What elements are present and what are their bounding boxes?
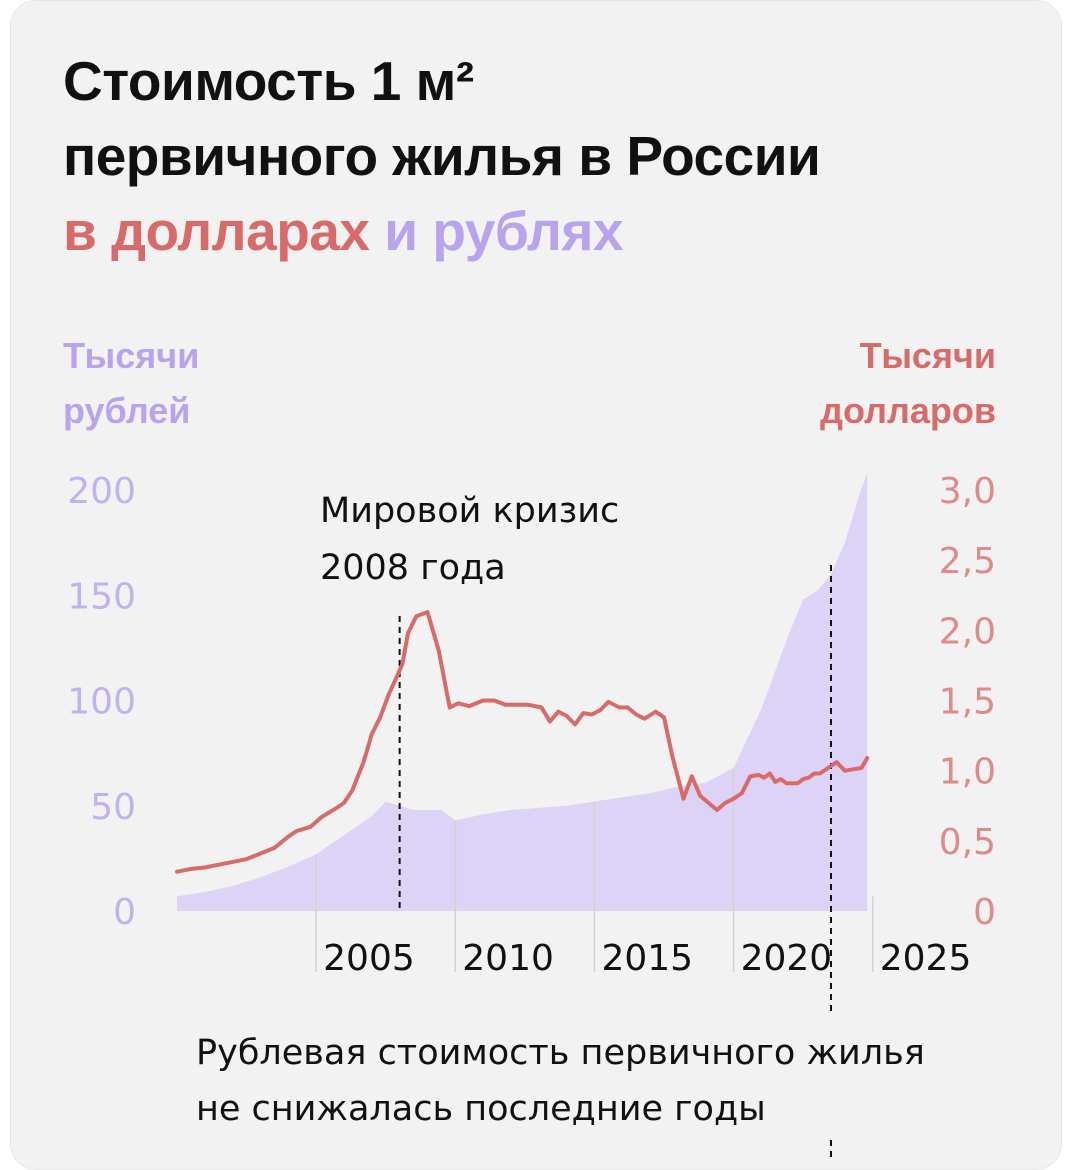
left-tick-label: 150 — [67, 576, 136, 617]
title-usd: в долларах — [63, 200, 370, 262]
right-tick-label: 0 — [973, 892, 996, 933]
x-tick-label: 2025 — [880, 938, 972, 979]
annotations-layer: Мировой кризис 2008 года Рублевая стоимо… — [196, 491, 925, 1129]
title-line-3: в долларах и рублях — [63, 194, 820, 269]
left-tick-label: 50 — [90, 787, 136, 828]
title-and: и — [369, 200, 433, 262]
usd-line — [175, 610, 870, 874]
right-tick-label: 2,0 — [939, 611, 996, 652]
x-tick-label: 2020 — [741, 938, 833, 979]
x-tick-label: 2015 — [601, 938, 693, 979]
ticks-layer: 200 150 100 50 0 3,0 2,5 2,0 1,5 1,0 0,5 0 2005 2010 2… — [67, 471, 996, 979]
chart-title: Стоимость 1 м² первичного жилья в России… — [63, 44, 821, 269]
right-tick-label: 0,5 — [939, 822, 996, 863]
left-axis-title-line-2: рублей — [63, 390, 191, 431]
left-axis-title: Тысячи рублей — [63, 328, 199, 438]
guide-lines-layer — [315, 565, 874, 1158]
title-rub: рублях — [432, 200, 624, 262]
left-axis-title-line-1: Тысячи — [63, 335, 200, 376]
right-tick-label: 3,0 — [939, 471, 996, 512]
annotation-crisis-line-2: 2008 года — [320, 548, 506, 588]
rub-area — [177, 473, 868, 911]
left-tick-label: 0 — [113, 892, 136, 933]
title-line-1: Стоимость 1 м² — [63, 50, 474, 112]
annotation-rub-line-2: не снижалась последние годы — [196, 1089, 766, 1129]
right-tick-label: 1,0 — [939, 752, 996, 793]
right-axis-title-line-2: долларов — [820, 390, 996, 431]
right-axis-title-line-1: Тысячи — [859, 335, 996, 376]
chart-card — [10, 0, 1062, 1170]
right-tick-label: 1,5 — [939, 682, 996, 723]
title-line-2: первичного жилья в России — [63, 125, 821, 187]
usd-line-layer — [175, 610, 870, 874]
annotation-rub-line-1: Рублевая стоимость первичного жилья — [196, 1033, 925, 1073]
right-tick-label: 2,5 — [939, 541, 996, 582]
annotation-crisis-line-1: Мировой кризис — [320, 491, 619, 531]
left-tick-label: 100 — [67, 682, 136, 723]
rub-area-layer — [177, 473, 868, 911]
right-axis-title: Тысячи долларов — [820, 328, 996, 438]
x-tick-label: 2010 — [462, 938, 554, 979]
x-tick-label: 2005 — [323, 938, 415, 979]
left-tick-label: 200 — [67, 471, 136, 512]
